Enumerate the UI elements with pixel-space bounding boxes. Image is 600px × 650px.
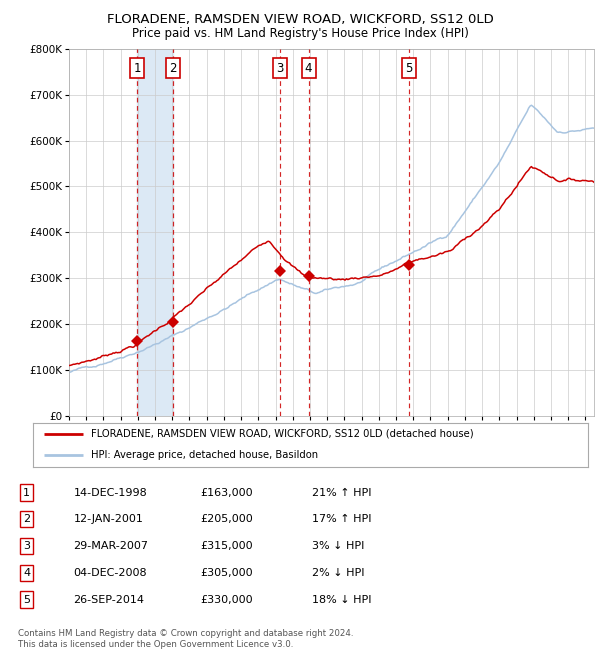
Text: 26-SEP-2014: 26-SEP-2014 xyxy=(74,595,145,604)
Text: £315,000: £315,000 xyxy=(200,541,253,551)
Text: £205,000: £205,000 xyxy=(200,514,253,525)
Text: 1: 1 xyxy=(133,62,141,75)
Text: 14-DEC-1998: 14-DEC-1998 xyxy=(74,488,148,498)
Text: 4: 4 xyxy=(23,568,30,578)
Text: Price paid vs. HM Land Registry's House Price Index (HPI): Price paid vs. HM Land Registry's House … xyxy=(131,27,469,40)
Text: £305,000: £305,000 xyxy=(200,568,253,578)
Text: 5: 5 xyxy=(23,595,30,604)
Text: 2% ↓ HPI: 2% ↓ HPI xyxy=(312,568,364,578)
Bar xyxy=(137,49,173,416)
Text: £330,000: £330,000 xyxy=(200,595,253,604)
Text: 17% ↑ HPI: 17% ↑ HPI xyxy=(312,514,371,525)
Text: FLORADENE, RAMSDEN VIEW ROAD, WICKFORD, SS12 0LD (detached house): FLORADENE, RAMSDEN VIEW ROAD, WICKFORD, … xyxy=(91,429,474,439)
Text: 29-MAR-2007: 29-MAR-2007 xyxy=(74,541,149,551)
Text: 21% ↑ HPI: 21% ↑ HPI xyxy=(312,488,371,498)
Text: 2: 2 xyxy=(169,62,177,75)
Text: 04-DEC-2008: 04-DEC-2008 xyxy=(74,568,147,578)
Text: 18% ↓ HPI: 18% ↓ HPI xyxy=(312,595,371,604)
Text: 3% ↓ HPI: 3% ↓ HPI xyxy=(312,541,364,551)
Text: FLORADENE, RAMSDEN VIEW ROAD, WICKFORD, SS12 0LD: FLORADENE, RAMSDEN VIEW ROAD, WICKFORD, … xyxy=(107,13,493,26)
Text: HPI: Average price, detached house, Basildon: HPI: Average price, detached house, Basi… xyxy=(91,450,319,460)
Text: Contains HM Land Registry data © Crown copyright and database right 2024.
This d: Contains HM Land Registry data © Crown c… xyxy=(18,629,353,649)
Text: £163,000: £163,000 xyxy=(200,488,253,498)
Text: 1: 1 xyxy=(23,488,30,498)
Text: 3: 3 xyxy=(276,62,283,75)
Text: 3: 3 xyxy=(23,541,30,551)
Text: 5: 5 xyxy=(405,62,412,75)
Text: 2: 2 xyxy=(23,514,30,525)
Text: 12-JAN-2001: 12-JAN-2001 xyxy=(74,514,143,525)
Text: 4: 4 xyxy=(305,62,313,75)
